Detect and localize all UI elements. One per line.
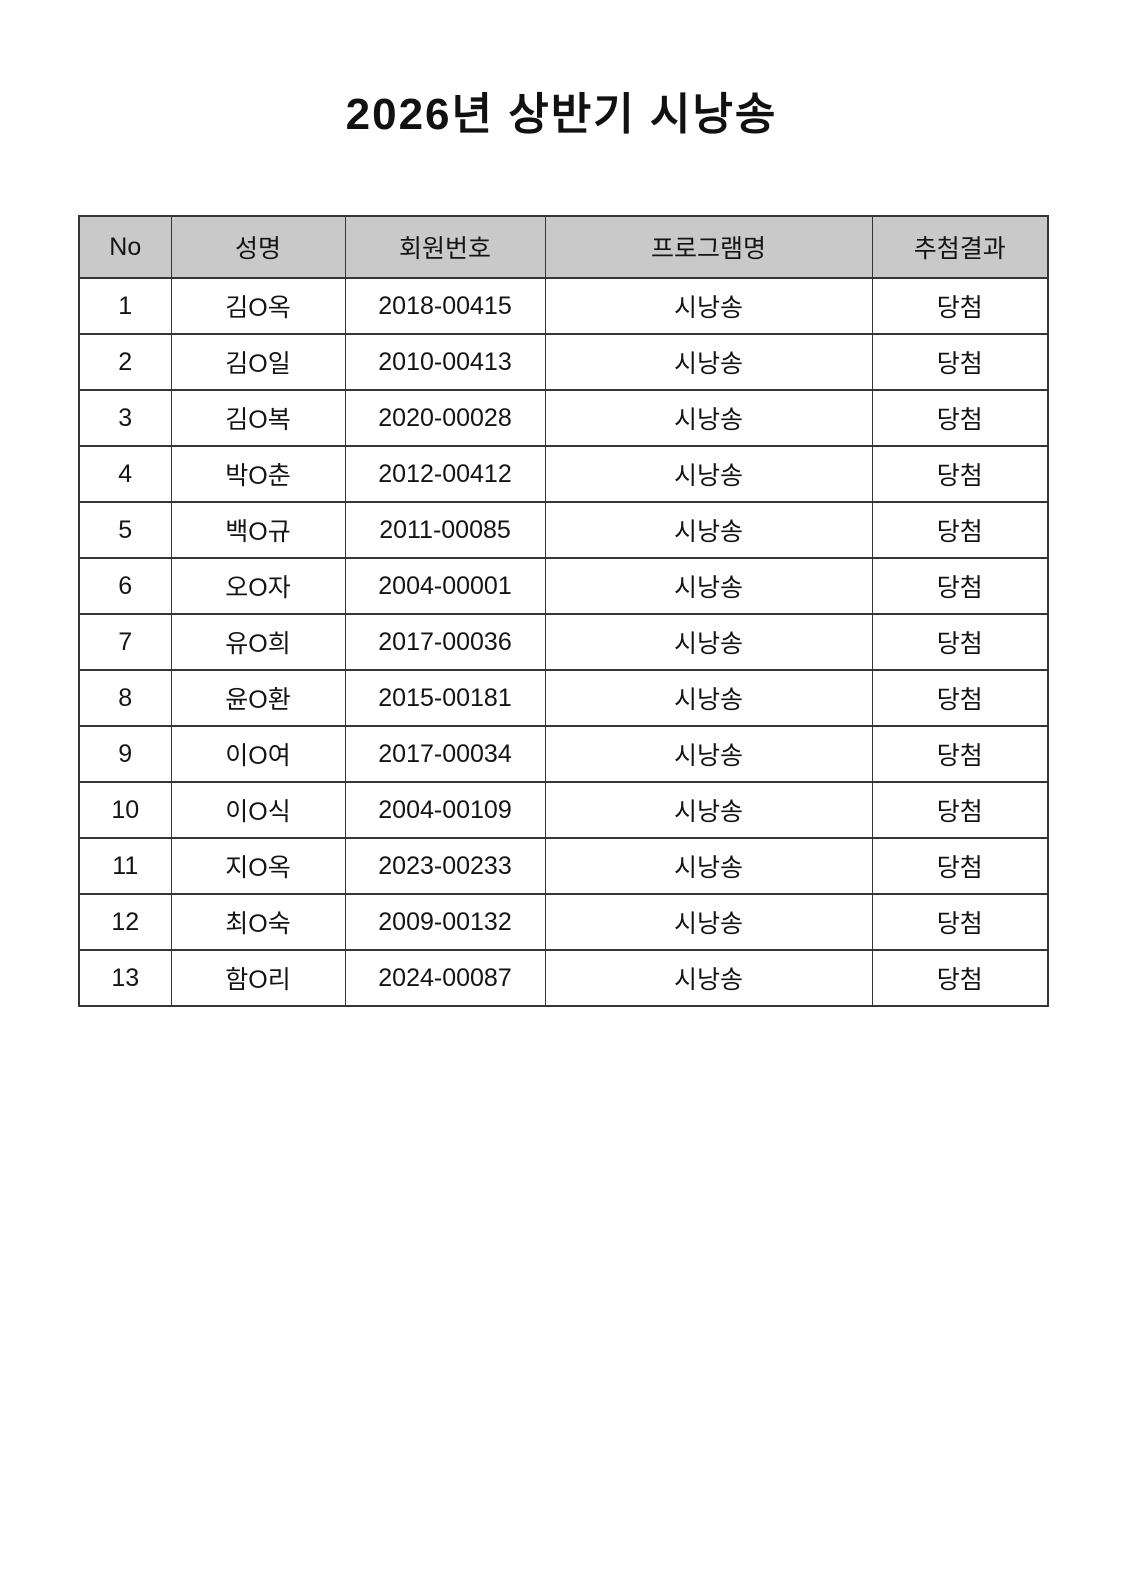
cell-program: 시낭송: [544, 557, 873, 615]
header-result: 추첨결과: [871, 215, 1049, 279]
cell-program: 시낭송: [544, 613, 873, 671]
cell-member-id: 2009-00132: [344, 893, 546, 951]
cell-program: 시낭송: [544, 781, 873, 839]
cell-result: 당첨: [871, 837, 1049, 895]
cell-name: 이O식: [170, 781, 346, 839]
table-row: 8 윤O환 2015-00181 시낭송 당첨: [78, 669, 1049, 727]
table-header-row: No 성명 회원번호 프로그램명 추첨결과: [78, 215, 1049, 279]
cell-program: 시낭송: [544, 725, 873, 783]
cell-member-id: 2018-00415: [344, 277, 546, 335]
table-row: 11 지O옥 2023-00233 시낭송 당첨: [78, 837, 1049, 895]
cell-name: 이O여: [170, 725, 346, 783]
cell-name: 김O옥: [170, 277, 346, 335]
table-header: No 성명 회원번호 프로그램명 추첨결과: [78, 215, 1049, 279]
table-row: 2 김O일 2010-00413 시낭송 당첨: [78, 333, 1049, 391]
cell-program: 시낭송: [544, 949, 873, 1007]
cell-member-id: 2024-00087: [344, 949, 546, 1007]
cell-member-id: 2015-00181: [344, 669, 546, 727]
cell-result: 당첨: [871, 893, 1049, 951]
cell-name: 최O숙: [170, 893, 346, 951]
cell-name: 지O옥: [170, 837, 346, 895]
table-row: 9 이O여 2017-00034 시낭송 당첨: [78, 725, 1049, 783]
cell-member-id: 2010-00413: [344, 333, 546, 391]
cell-program: 시낭송: [544, 333, 873, 391]
cell-no: 7: [78, 613, 172, 671]
cell-result: 당첨: [871, 501, 1049, 559]
cell-name: 박O춘: [170, 445, 346, 503]
table-row: 10 이O식 2004-00109 시낭송 당첨: [78, 781, 1049, 839]
cell-name: 유O희: [170, 613, 346, 671]
cell-member-id: 2012-00412: [344, 445, 546, 503]
cell-member-id: 2004-00109: [344, 781, 546, 839]
header-program: 프로그램명: [544, 215, 873, 279]
cell-no: 6: [78, 557, 172, 615]
cell-no: 10: [78, 781, 172, 839]
cell-no: 12: [78, 893, 172, 951]
cell-result: 당첨: [871, 781, 1049, 839]
table-row: 1 김O옥 2018-00415 시낭송 당첨: [78, 277, 1049, 335]
cell-result: 당첨: [871, 445, 1049, 503]
cell-no: 2: [78, 333, 172, 391]
table-row: 5 백O규 2011-00085 시낭송 당첨: [78, 501, 1049, 559]
cell-member-id: 2017-00036: [344, 613, 546, 671]
cell-member-id: 2011-00085: [344, 501, 546, 559]
cell-member-id: 2020-00028: [344, 389, 546, 447]
cell-name: 백O규: [170, 501, 346, 559]
cell-member-id: 2023-00233: [344, 837, 546, 895]
cell-no: 8: [78, 669, 172, 727]
cell-member-id: 2017-00034: [344, 725, 546, 783]
table-body: 1 김O옥 2018-00415 시낭송 당첨 2 김O일 2010-00413 시낭송 당첨 3 김…: [78, 277, 1049, 1007]
cell-no: 3: [78, 389, 172, 447]
cell-result: 당첨: [871, 389, 1049, 447]
table-row: 13 함O리 2024-00087 시낭송 당첨: [78, 949, 1049, 1007]
table-row: 12 최O숙 2009-00132 시낭송 당첨: [78, 893, 1049, 951]
cell-program: 시낭송: [544, 501, 873, 559]
cell-no: 4: [78, 445, 172, 503]
table-row: 4 박O춘 2012-00412 시낭송 당첨: [78, 445, 1049, 503]
cell-program: 시낭송: [544, 669, 873, 727]
cell-result: 당첨: [871, 557, 1049, 615]
cell-no: 1: [78, 277, 172, 335]
cell-no: 5: [78, 501, 172, 559]
cell-no: 9: [78, 725, 172, 783]
cell-no: 13: [78, 949, 172, 1007]
cell-name: 함O리: [170, 949, 346, 1007]
header-member-id: 회원번호: [344, 215, 546, 279]
cell-program: 시낭송: [544, 893, 873, 951]
cell-program: 시낭송: [544, 277, 873, 335]
cell-program: 시낭송: [544, 389, 873, 447]
cell-member-id: 2004-00001: [344, 557, 546, 615]
cell-name: 김O일: [170, 333, 346, 391]
cell-name: 윤O환: [170, 669, 346, 727]
cell-name: 오O자: [170, 557, 346, 615]
cell-no: 11: [78, 837, 172, 895]
lottery-result-table: No 성명 회원번호 프로그램명 추첨결과 1 김O옥 2018-00415 시낭송 당…: [78, 215, 1049, 1007]
table-row: 6 오O자 2004-00001 시낭송 당첨: [78, 557, 1049, 615]
cell-result: 당첨: [871, 333, 1049, 391]
cell-name: 김O복: [170, 389, 346, 447]
cell-program: 시낭송: [544, 837, 873, 895]
cell-result: 당첨: [871, 669, 1049, 727]
header-name: 성명: [170, 215, 346, 279]
cell-result: 당첨: [871, 277, 1049, 335]
cell-result: 당첨: [871, 949, 1049, 1007]
cell-result: 당첨: [871, 725, 1049, 783]
table-row: 3 김O복 2020-00028 시낭송 당첨: [78, 389, 1049, 447]
page-title: 2026년 상반기 시낭송: [345, 90, 778, 139]
table-row: 7 유O희 2017-00036 시낭송 당첨: [78, 613, 1049, 671]
cell-program: 시낭송: [544, 445, 873, 503]
cell-result: 당첨: [871, 613, 1049, 671]
header-no: No: [78, 215, 172, 279]
